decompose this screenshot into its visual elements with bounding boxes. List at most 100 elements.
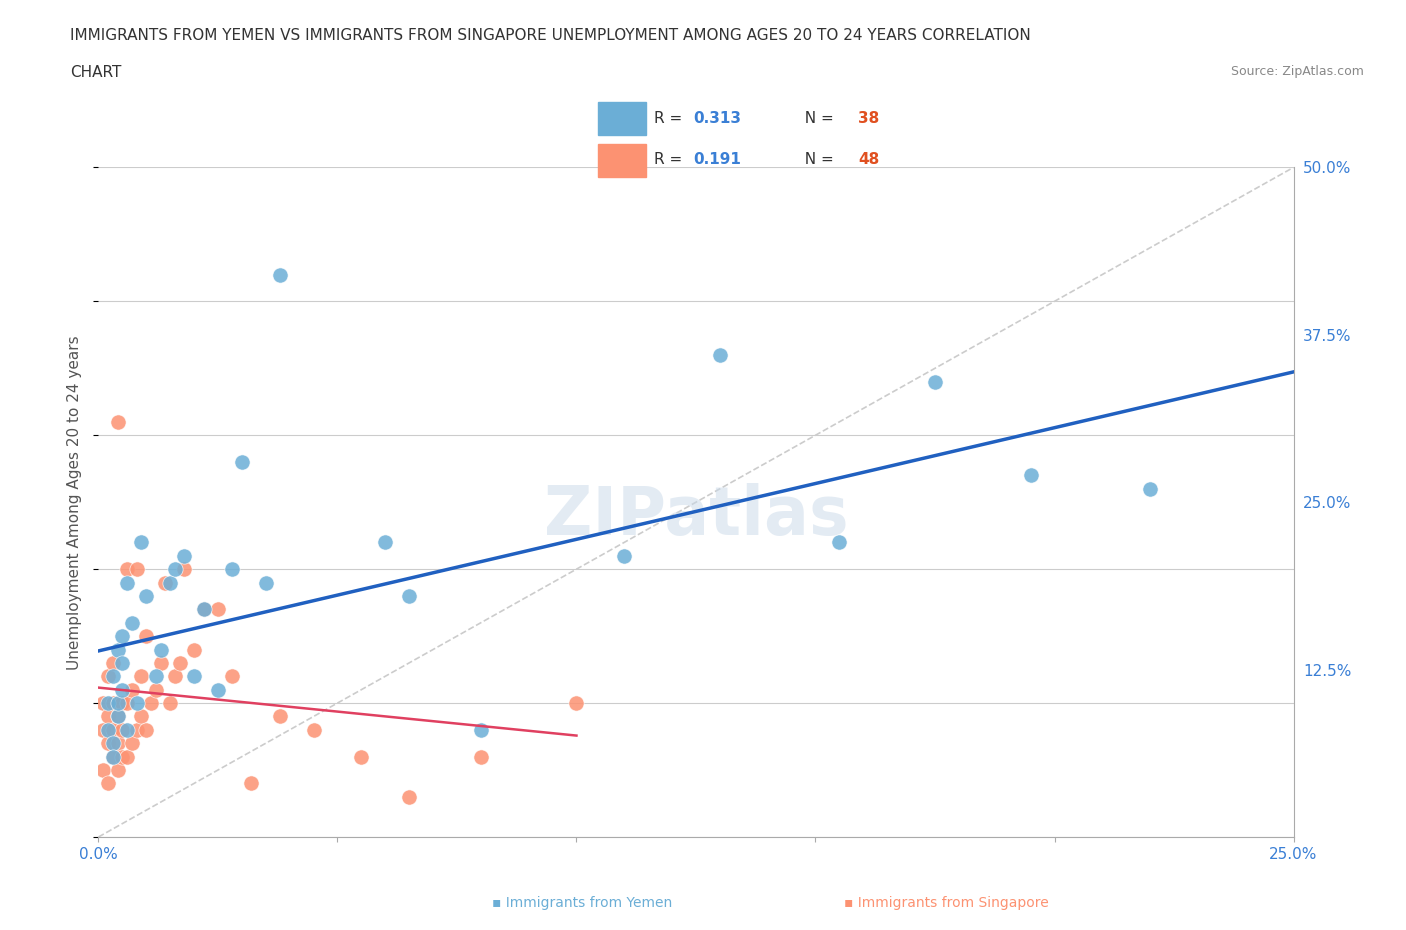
Point [398, 790, 420, 804]
Point [111, 656, 134, 671]
Point [924, 374, 946, 389]
Point [183, 669, 205, 684]
Point [97, 709, 120, 724]
Point [111, 696, 134, 711]
Point [111, 723, 134, 737]
Point [1019, 468, 1042, 483]
Point [101, 723, 124, 737]
Point [169, 656, 191, 671]
Point [221, 669, 243, 684]
Point [173, 549, 195, 564]
Point [101, 669, 124, 684]
Point [139, 696, 162, 711]
Point [101, 696, 124, 711]
Point [398, 589, 420, 604]
Point [121, 736, 143, 751]
Point [107, 642, 129, 657]
Text: N =: N = [796, 153, 839, 167]
Point [125, 723, 148, 737]
Y-axis label: Unemployment Among Ages 20 to 24 years: Unemployment Among Ages 20 to 24 years [67, 335, 83, 670]
Text: ZIPatlas: ZIPatlas [544, 483, 848, 549]
Point [107, 415, 129, 430]
Point [125, 562, 148, 577]
Point [254, 575, 277, 590]
Text: IMMIGRANTS FROM YEMEN VS IMMIGRANTS FROM SINGAPORE UNEMPLOYMENT AMONG AGES 20 TO: IMMIGRANTS FROM YEMEN VS IMMIGRANTS FROM… [70, 28, 1031, 43]
Point [91, 723, 114, 737]
Point [101, 750, 124, 764]
Point [709, 348, 731, 363]
Point [159, 575, 181, 590]
Point [149, 642, 172, 657]
Point [107, 709, 129, 724]
Point [565, 696, 588, 711]
Point [101, 656, 124, 671]
Point [97, 696, 120, 711]
Bar [599, 102, 645, 135]
Point [1139, 482, 1161, 497]
Point [193, 602, 215, 617]
Point [135, 589, 157, 604]
Point [828, 535, 851, 550]
Point [135, 723, 157, 737]
Point [350, 750, 373, 764]
Point [101, 750, 124, 764]
Point [107, 736, 129, 751]
Point [131, 669, 153, 684]
Point [115, 575, 138, 590]
Point [302, 723, 325, 737]
Point [135, 629, 157, 644]
Point [145, 669, 167, 684]
Point [115, 696, 138, 711]
Point [131, 709, 153, 724]
Point [115, 723, 138, 737]
Text: R =: R = [654, 153, 686, 167]
Point [470, 750, 492, 764]
Point [121, 683, 143, 698]
Text: 38: 38 [858, 111, 880, 126]
Point [207, 602, 229, 617]
Text: ▪ Immigrants from Singapore: ▪ Immigrants from Singapore [844, 896, 1049, 910]
Text: 0.313: 0.313 [693, 111, 741, 126]
Point [107, 696, 129, 711]
Point [115, 562, 138, 577]
Point [97, 723, 120, 737]
Point [269, 267, 291, 282]
Text: CHART: CHART [70, 65, 122, 80]
Point [145, 683, 167, 698]
Point [155, 575, 177, 590]
Point [163, 669, 186, 684]
Point [111, 683, 134, 698]
Text: 48: 48 [858, 153, 880, 167]
Point [207, 683, 229, 698]
Point [470, 723, 492, 737]
Point [159, 696, 181, 711]
Text: N =: N = [796, 111, 839, 126]
Point [221, 562, 243, 577]
Point [149, 656, 172, 671]
Point [115, 750, 138, 764]
Point [97, 776, 120, 790]
Point [173, 562, 195, 577]
Point [111, 629, 134, 644]
Point [91, 763, 114, 777]
Point [111, 750, 134, 764]
Point [240, 776, 263, 790]
Point [374, 535, 396, 550]
Point [183, 642, 205, 657]
Point [91, 696, 114, 711]
Text: ▪ Immigrants from Yemen: ▪ Immigrants from Yemen [492, 896, 672, 910]
Point [163, 562, 186, 577]
Point [107, 709, 129, 724]
Point [613, 549, 636, 564]
Point [131, 535, 153, 550]
Point [193, 602, 215, 617]
Point [101, 736, 124, 751]
Text: Source: ZipAtlas.com: Source: ZipAtlas.com [1230, 65, 1364, 78]
Point [121, 616, 143, 631]
Point [231, 455, 253, 470]
Point [125, 696, 148, 711]
Point [107, 763, 129, 777]
Point [97, 736, 120, 751]
Text: R =: R = [654, 111, 686, 126]
Point [97, 669, 120, 684]
